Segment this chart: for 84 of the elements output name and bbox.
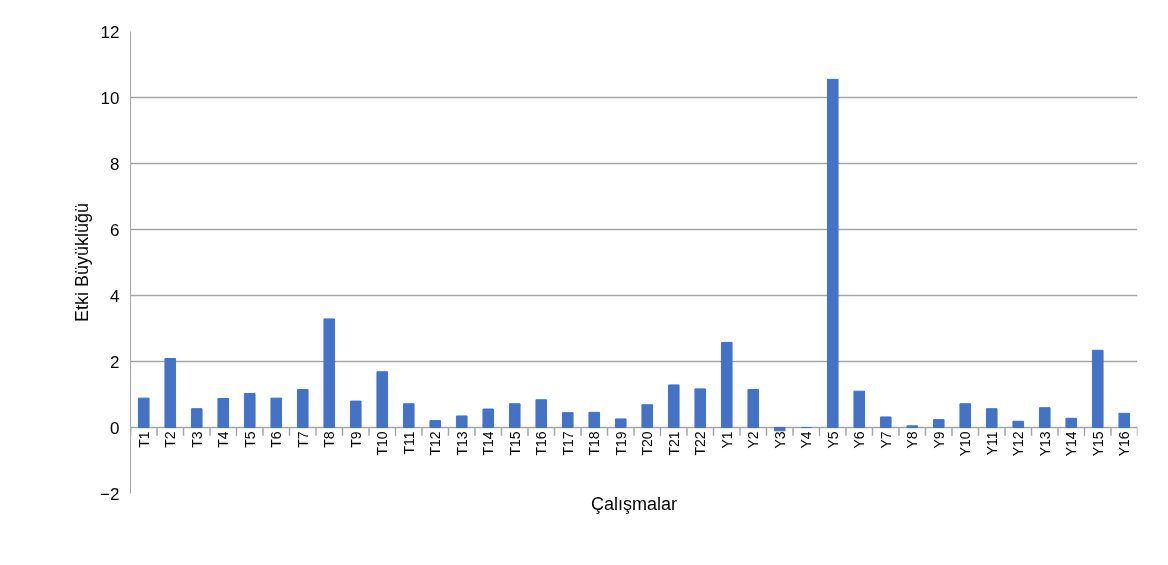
x-tick-label: T3	[188, 431, 205, 448]
bar	[747, 389, 760, 428]
x-tick-label: T17	[559, 431, 576, 456]
bar	[270, 397, 283, 428]
x-tick-label: T19	[612, 431, 629, 456]
y-tick-label: 10	[100, 88, 120, 108]
y-tick-label: 8	[110, 154, 120, 174]
bar	[1012, 420, 1025, 428]
x-tick-label: T8	[321, 431, 338, 448]
x-tick-label: T13	[453, 431, 470, 456]
x-tick-label: Y3	[771, 431, 788, 449]
x-tick-label: T21	[665, 431, 682, 456]
x-tick-label: T12	[427, 431, 444, 456]
bar	[1038, 407, 1051, 428]
x-tick-label: T1	[135, 431, 152, 448]
bar	[588, 411, 601, 428]
x-tick-label: Y9	[930, 431, 947, 449]
bar	[932, 419, 945, 428]
x-tick-label: T2	[162, 431, 179, 448]
bar	[376, 371, 389, 428]
bar	[1065, 417, 1078, 428]
x-tick-label: Y15	[1089, 431, 1106, 457]
x-tick-label: Y7	[877, 431, 894, 449]
x-axis-title: Çalışmalar	[590, 493, 678, 514]
x-tick-label: Y6	[851, 431, 868, 449]
x-tick-label: T20	[639, 431, 656, 456]
y-axis-title: Etki Büyüklüğü	[72, 202, 93, 323]
x-tick-label: T18	[586, 431, 603, 456]
x-tick-label: T7	[294, 431, 311, 448]
x-tick-label: Y16	[1116, 431, 1133, 457]
bar	[190, 408, 203, 428]
y-tick-label: 6	[110, 220, 120, 240]
bar	[402, 403, 415, 428]
x-tick-label: Y4	[798, 431, 815, 449]
bar	[1091, 349, 1104, 428]
bar	[694, 388, 707, 428]
x-tick-label: T15	[506, 431, 523, 456]
x-tick-label: T16	[533, 431, 550, 456]
bar	[164, 358, 177, 428]
bar	[773, 427, 786, 432]
x-tick-label: Y14	[1063, 431, 1080, 457]
bar	[959, 403, 972, 428]
bar	[296, 389, 309, 428]
bar	[137, 397, 150, 428]
bar	[217, 397, 230, 428]
bar	[508, 403, 521, 428]
bar	[826, 78, 839, 428]
x-tick-label: T14	[480, 431, 497, 456]
x-tick-label: Y11	[983, 431, 1000, 456]
x-tick-label: Y1	[718, 431, 735, 449]
bar	[641, 404, 654, 428]
y-tick-label: 12	[100, 22, 120, 42]
x-tick-label: Y10	[957, 431, 974, 457]
x-tick-label: Y13	[1036, 431, 1053, 457]
x-tick-label: T11	[400, 431, 417, 455]
bar	[1118, 412, 1131, 428]
x-tick-label: Y8	[904, 431, 921, 449]
x-tick-label: T10	[374, 431, 391, 456]
x-tick-label: Y12	[1010, 431, 1027, 457]
bar	[853, 390, 866, 428]
bar	[455, 415, 468, 428]
x-tick-label: Y5	[824, 431, 841, 449]
x-tick-label: Y2	[745, 431, 762, 449]
y-tick-label: 4	[110, 286, 120, 306]
y-tick-label: −2	[100, 484, 120, 504]
bar	[985, 408, 998, 428]
bar	[349, 400, 362, 428]
bar	[243, 393, 256, 428]
y-tick-label: 2	[110, 352, 120, 372]
bar	[535, 399, 548, 428]
x-tick-label: T6	[268, 431, 285, 448]
bar	[429, 420, 442, 428]
y-tick-label: 0	[110, 418, 120, 438]
bar	[879, 416, 892, 428]
x-tick-label: T5	[241, 431, 258, 448]
bar	[482, 408, 495, 428]
bar	[561, 412, 574, 428]
x-tick-label: T4	[215, 431, 232, 448]
bar	[323, 318, 336, 428]
bar	[667, 384, 680, 428]
x-tick-label: T22	[692, 431, 709, 456]
bar	[720, 341, 733, 428]
bar	[614, 418, 627, 428]
x-tick-label: T9	[347, 431, 364, 448]
